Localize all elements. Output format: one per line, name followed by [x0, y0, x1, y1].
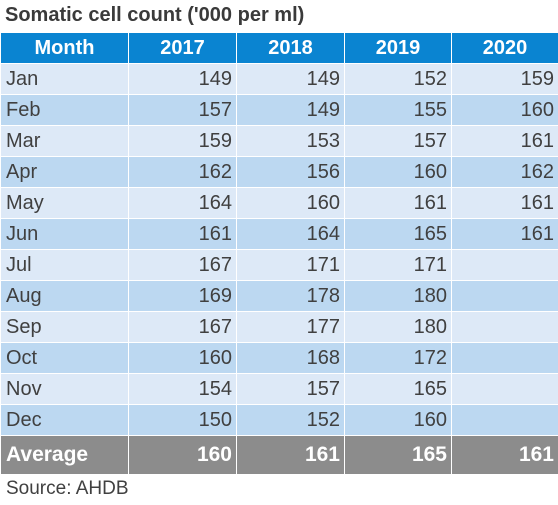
- value-cell-2017: 162: [128, 156, 237, 188]
- value-cell-2020: [451, 280, 558, 312]
- average-2017: 160: [128, 435, 237, 475]
- value-cell-2020: [451, 373, 558, 405]
- header-cell-2019: 2019: [344, 32, 452, 64]
- value-cell-2020: 161: [451, 218, 558, 250]
- value-cell-2018: 152: [236, 404, 345, 436]
- table-row: Sep 167 177 180: [0, 311, 558, 343]
- average-label: Average: [0, 435, 129, 475]
- table-row: Dec 150 152 160: [0, 404, 558, 436]
- value-cell-2019: 160: [344, 156, 452, 188]
- average-row: Average 160 161 165 161: [0, 435, 558, 475]
- value-cell-2017: 161: [128, 218, 237, 250]
- average-2019: 165: [344, 435, 452, 475]
- header-cell-2017: 2017: [128, 32, 237, 64]
- value-cell-2018: 160: [236, 187, 345, 219]
- header-cell-month: Month: [0, 32, 129, 64]
- table-row: Mar 159 153 157 161: [0, 125, 558, 157]
- value-cell-2019: 165: [344, 373, 452, 405]
- value-cell-2020: 162: [451, 156, 558, 188]
- header-cell-2018: 2018: [236, 32, 345, 64]
- table-row: May 164 160 161 161: [0, 187, 558, 219]
- value-cell-2020: [451, 249, 558, 281]
- value-cell-2020: 160: [451, 94, 558, 126]
- value-cell-2020: [451, 342, 558, 374]
- table-row: Feb 157 149 155 160: [0, 94, 558, 126]
- value-cell-2017: 167: [128, 311, 237, 343]
- value-cell-2017: 164: [128, 187, 237, 219]
- value-cell-2018: 149: [236, 63, 345, 95]
- value-cell-2018: 168: [236, 342, 345, 374]
- value-cell-2017: 169: [128, 280, 237, 312]
- value-cell-2018: 156: [236, 156, 345, 188]
- header-row: Month 2017 2018 2019 2020: [0, 32, 558, 64]
- month-cell: Jan: [0, 63, 129, 95]
- table-row: Jun 161 164 165 161: [0, 218, 558, 250]
- month-cell: Nov: [0, 373, 129, 405]
- table-row: Nov 154 157 165: [0, 373, 558, 405]
- value-cell-2019: 161: [344, 187, 452, 219]
- table-row: Jan 149 149 152 159: [0, 63, 558, 95]
- table-title: Somatic cell count ('000 per ml): [5, 4, 305, 26]
- value-cell-2019: 152: [344, 63, 452, 95]
- value-cell-2018: 157: [236, 373, 345, 405]
- month-cell: Oct: [0, 342, 129, 374]
- value-cell-2018: 178: [236, 280, 345, 312]
- value-cell-2019: 172: [344, 342, 452, 374]
- value-cell-2019: 165: [344, 218, 452, 250]
- month-cell: May: [0, 187, 129, 219]
- value-cell-2019: 157: [344, 125, 452, 157]
- value-cell-2019: 180: [344, 311, 452, 343]
- value-cell-2019: 155: [344, 94, 452, 126]
- somatic-cell-count-table: Month 2017 2018 2019 2020 Jan 149 149 152 15…: [0, 32, 558, 475]
- month-cell: Jul: [0, 249, 129, 281]
- value-cell-2017: 154: [128, 373, 237, 405]
- value-cell-2018: 171: [236, 249, 345, 281]
- table-row: Apr 162 156 160 162: [0, 156, 558, 188]
- value-cell-2020: 159: [451, 63, 558, 95]
- value-cell-2018: 153: [236, 125, 345, 157]
- value-cell-2019: 180: [344, 280, 452, 312]
- month-cell: Aug: [0, 280, 129, 312]
- value-cell-2018: 164: [236, 218, 345, 250]
- header-cell-2020: 2020: [451, 32, 558, 64]
- month-cell: Mar: [0, 125, 129, 157]
- value-cell-2017: 150: [128, 404, 237, 436]
- table-row: Jul 167 171 171: [0, 249, 558, 281]
- value-cell-2017: 167: [128, 249, 237, 281]
- value-cell-2019: 171: [344, 249, 452, 281]
- value-cell-2020: 161: [451, 187, 558, 219]
- value-cell-2020: [451, 404, 558, 436]
- value-cell-2017: 160: [128, 342, 237, 374]
- month-cell: Sep: [0, 311, 129, 343]
- average-2020: 161: [451, 435, 558, 475]
- month-cell: Apr: [0, 156, 129, 188]
- value-cell-2017: 157: [128, 94, 237, 126]
- table-row: Oct 160 168 172: [0, 342, 558, 374]
- value-cell-2020: 161: [451, 125, 558, 157]
- value-cell-2017: 149: [128, 63, 237, 95]
- value-cell-2019: 160: [344, 404, 452, 436]
- source-note: Source: AHDB: [6, 478, 129, 499]
- table-row: Aug 169 178 180: [0, 280, 558, 312]
- value-cell-2020: [451, 311, 558, 343]
- value-cell-2018: 177: [236, 311, 345, 343]
- month-cell: Feb: [0, 94, 129, 126]
- month-cell: Dec: [0, 404, 129, 436]
- value-cell-2017: 159: [128, 125, 237, 157]
- value-cell-2018: 149: [236, 94, 345, 126]
- month-cell: Jun: [0, 218, 129, 250]
- average-2018: 161: [236, 435, 345, 475]
- table-body: Jan 149 149 152 159 Feb 157 149 155 160 Mar 159 153 1…: [0, 63, 558, 436]
